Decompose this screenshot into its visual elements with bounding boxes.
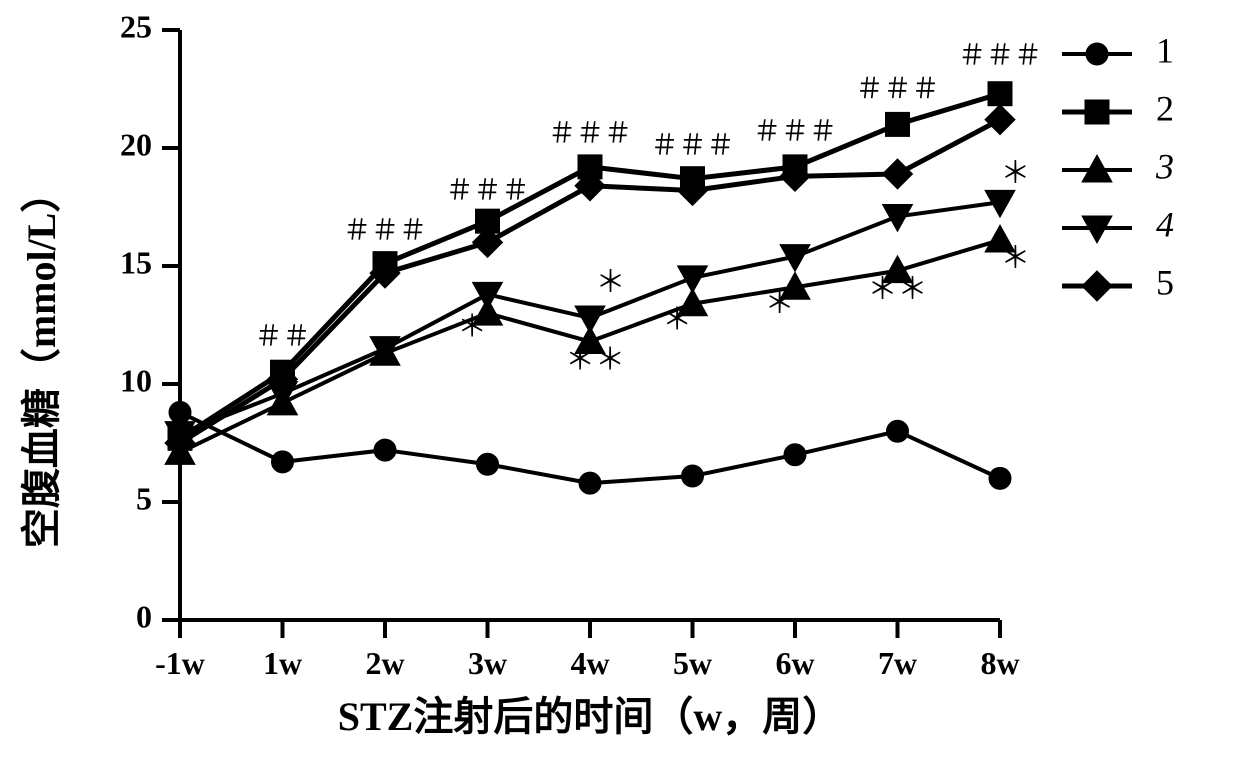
x-tick-label: -1w xyxy=(155,645,205,681)
x-tick-label: 7w xyxy=(878,645,917,681)
legend-label: 4 xyxy=(1156,204,1174,244)
y-tick-label: 20 xyxy=(120,126,152,162)
annotation: ＊ xyxy=(765,287,795,320)
annotation: ＊ xyxy=(596,266,626,299)
annotation: ＊ xyxy=(662,304,692,337)
legend-item: 4 xyxy=(1062,204,1174,244)
annotation: ＃＃＃ xyxy=(650,130,734,161)
annotation: ＊ xyxy=(1000,242,1030,275)
annotation: ＊ xyxy=(1000,157,1030,190)
annotation: ＃＃ xyxy=(254,322,310,353)
x-tick-label: 3w xyxy=(468,645,507,681)
legend-label: 1 xyxy=(1156,30,1174,70)
x-tick-label: 1w xyxy=(263,645,302,681)
annotation: ＊＊ xyxy=(868,273,928,306)
legend-label: 5 xyxy=(1156,262,1174,302)
x-tick-label: 5w xyxy=(673,645,712,681)
x-tick-label: 4w xyxy=(570,645,609,681)
legend-item: 5 xyxy=(1062,262,1174,302)
y-tick-label: 25 xyxy=(120,8,152,44)
legend-label: 2 xyxy=(1156,88,1174,128)
annotation: ＃＃＃ xyxy=(343,215,427,246)
annotations: ＃＃＃＃＃＃＃＃＃＃＃＃＃＃＃＃＃＃＃＃＃＃＃＊＊＊＊＊＊＊＊＊＊ xyxy=(254,41,1042,377)
annotation: ＊＊ xyxy=(565,344,625,377)
svg-text:空腹血糖（mmol/L）: 空腹血糖（mmol/L） xyxy=(19,173,64,549)
legend: 1 2 3 4 5 xyxy=(1062,30,1174,302)
annotation: ＃＃＃ xyxy=(958,41,1042,72)
y-tick-label: 5 xyxy=(136,480,152,516)
y-tick-label: 15 xyxy=(120,244,152,280)
y-tick-label: 10 xyxy=(120,362,152,398)
annotation: ＊ xyxy=(457,311,487,344)
annotation: ＃＃＃ xyxy=(445,175,529,206)
legend-item: 2 xyxy=(1062,88,1174,128)
y-tick-label: 0 xyxy=(136,598,152,634)
y-axis-label: 空腹血糖（mmol/L） xyxy=(19,173,64,549)
legend-item: 3 xyxy=(1062,146,1174,186)
x-tick-label: 2w xyxy=(365,645,404,681)
annotation: ＃＃＃ xyxy=(548,119,632,150)
x-axis-label: STZ注射后的时间（w，周） xyxy=(338,694,843,739)
chart-container: 0510152025-1w1w2w3w4w5w6w7w8w空腹血糖（mmol/L… xyxy=(0,0,1240,777)
annotation: ＃＃＃ xyxy=(855,74,939,105)
legend-label: 3 xyxy=(1155,146,1174,186)
annotation: ＃＃＃ xyxy=(753,116,837,147)
x-tick-label: 6w xyxy=(775,645,814,681)
x-tick-label: 8w xyxy=(980,645,1019,681)
legend-item: 1 xyxy=(1062,30,1174,70)
